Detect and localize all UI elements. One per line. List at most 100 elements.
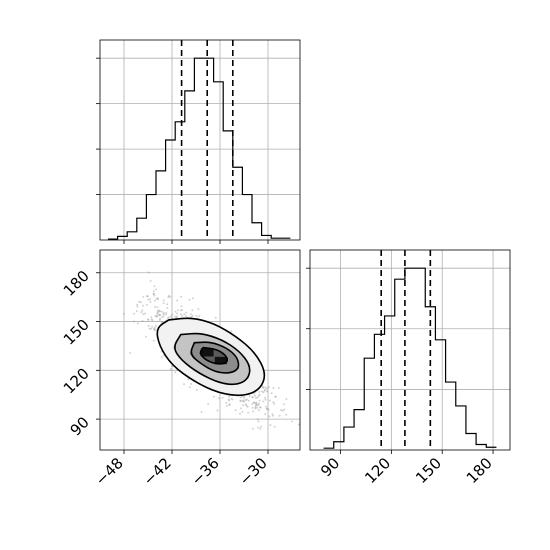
sample-point [251,427,254,430]
sample-point [257,402,260,405]
sample-point [272,414,275,417]
sample-point [240,407,242,410]
sample-point [273,425,276,428]
sample-point [255,403,258,406]
sample-point [262,386,265,389]
sample-point [252,396,254,399]
sample-point [234,409,237,412]
sample-point [136,305,139,308]
sample-point [258,390,261,393]
sample-point [174,371,177,374]
sample-point [142,304,145,307]
sample-point [190,316,193,318]
sample-point [162,302,165,305]
sample-point [152,290,155,293]
sample-point [280,409,283,411]
sample-point [135,310,138,312]
sample-point [156,312,159,315]
sample-point [149,301,152,303]
sample-point [145,303,148,306]
sample-point [183,383,185,386]
sample-point [228,395,230,398]
density-contour [199,346,229,365]
sample-point [169,368,172,371]
panel-marginal-p1 [96,39,301,244]
sample-point [255,403,258,406]
sample-point [175,316,178,319]
sample-point [168,294,170,297]
sample-point [252,401,255,404]
sample-point [150,318,153,321]
sample-point [139,301,142,304]
sample-point [188,298,191,301]
sample-point [197,308,200,310]
sample-point [272,387,275,389]
sample-point [156,310,159,313]
sample-point [122,312,125,315]
sample-point [136,322,139,325]
sample-point [244,399,247,401]
sample-point [184,315,187,317]
sample-point [148,327,151,330]
sample-point [169,295,172,298]
sample-point [153,294,156,297]
sample-point [167,296,170,299]
sample-point [230,330,232,333]
sample-point [161,320,164,323]
sample-point [254,402,257,405]
sample-point [257,394,260,397]
sample-point [155,315,158,318]
sample-point [191,297,194,300]
y-tick-label: 180 [60,267,93,300]
sample-point [132,320,135,323]
sample-point [157,311,160,314]
sample-point [147,271,150,274]
sample-point [243,396,246,399]
sample-point [217,397,220,400]
sample-point [264,386,267,389]
panel-marginal-p2: 90 120 150 180 [306,249,511,487]
sample-point [157,298,160,301]
sample-point [154,299,156,302]
sample-point [227,398,230,401]
sample-point [195,314,198,317]
sample-point [228,399,231,402]
sample-point [189,313,192,316]
sample-point [181,308,184,311]
density-contour [190,341,240,374]
sample-point [170,365,173,368]
sample-point [153,328,156,331]
sample-point [166,303,169,306]
sample-point [176,309,179,312]
sample-point [264,398,267,401]
sample-point [176,299,179,302]
sample-point [158,310,161,313]
sample-point [291,420,294,423]
sample-point [254,406,257,409]
density-contour [174,332,251,386]
sample-point [231,398,234,401]
sample-point [254,407,257,410]
sample-point [162,315,165,318]
sample-point [167,316,170,319]
density-peak [200,348,214,357]
sample-point [285,413,288,416]
sample-point [273,402,276,405]
sample-point [264,388,267,391]
sample-point [246,405,249,408]
sample-point [141,320,144,322]
sample-point [141,309,144,312]
sample-point [252,410,255,413]
sample-point [259,406,262,409]
sample-point [268,399,271,402]
sample-point [319,430,321,432]
sample-point [176,312,178,315]
sample-point [257,404,260,407]
sample-point [165,312,168,314]
sample-point [191,314,194,317]
y-tick-label: 90 [67,413,93,439]
sample-point [251,406,254,409]
sample-point [225,401,228,404]
sample-point [265,387,268,390]
sample-point [152,339,155,342]
